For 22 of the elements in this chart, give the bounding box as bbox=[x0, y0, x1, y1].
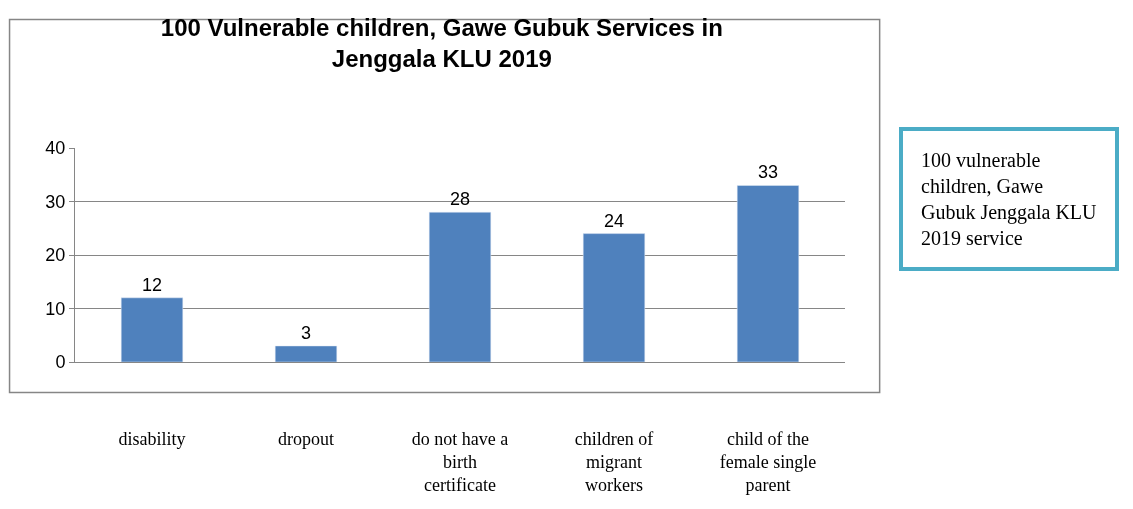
bar bbox=[736, 185, 800, 362]
bar bbox=[274, 345, 338, 362]
y-tick-label: 10 bbox=[45, 298, 66, 319]
text: 100 vulnerable children, Gawe Gubuk Jenggala KLU 2019 service bbox=[921, 149, 1098, 249]
y-tick-label: 20 bbox=[45, 245, 66, 266]
bar bbox=[582, 233, 646, 362]
x-tick-label: dropout bbox=[278, 428, 334, 449]
chart-title: 100 Vulnerable children, Gawe Gubuk Services in Jenggala KLU 2019 bbox=[160, 13, 723, 72]
y-tick-label: 30 bbox=[45, 191, 66, 212]
data-label: 12 bbox=[141, 274, 163, 295]
y-tick-label: 40 bbox=[45, 138, 66, 159]
x-tick-label: disability bbox=[118, 428, 186, 449]
x-tick-label: children of migrant workers bbox=[574, 428, 654, 496]
data-label: 33 bbox=[757, 162, 779, 183]
bar bbox=[428, 211, 492, 362]
data-label: 24 bbox=[603, 210, 625, 231]
x-tick-label: do not have a birth certificate bbox=[411, 428, 509, 496]
y-tick-label: 0 bbox=[55, 352, 66, 373]
bar bbox=[120, 297, 184, 362]
data-label: 28 bbox=[449, 189, 471, 210]
x-tick-label: child of the female single parent bbox=[719, 428, 817, 496]
data-label: 3 bbox=[300, 322, 312, 343]
